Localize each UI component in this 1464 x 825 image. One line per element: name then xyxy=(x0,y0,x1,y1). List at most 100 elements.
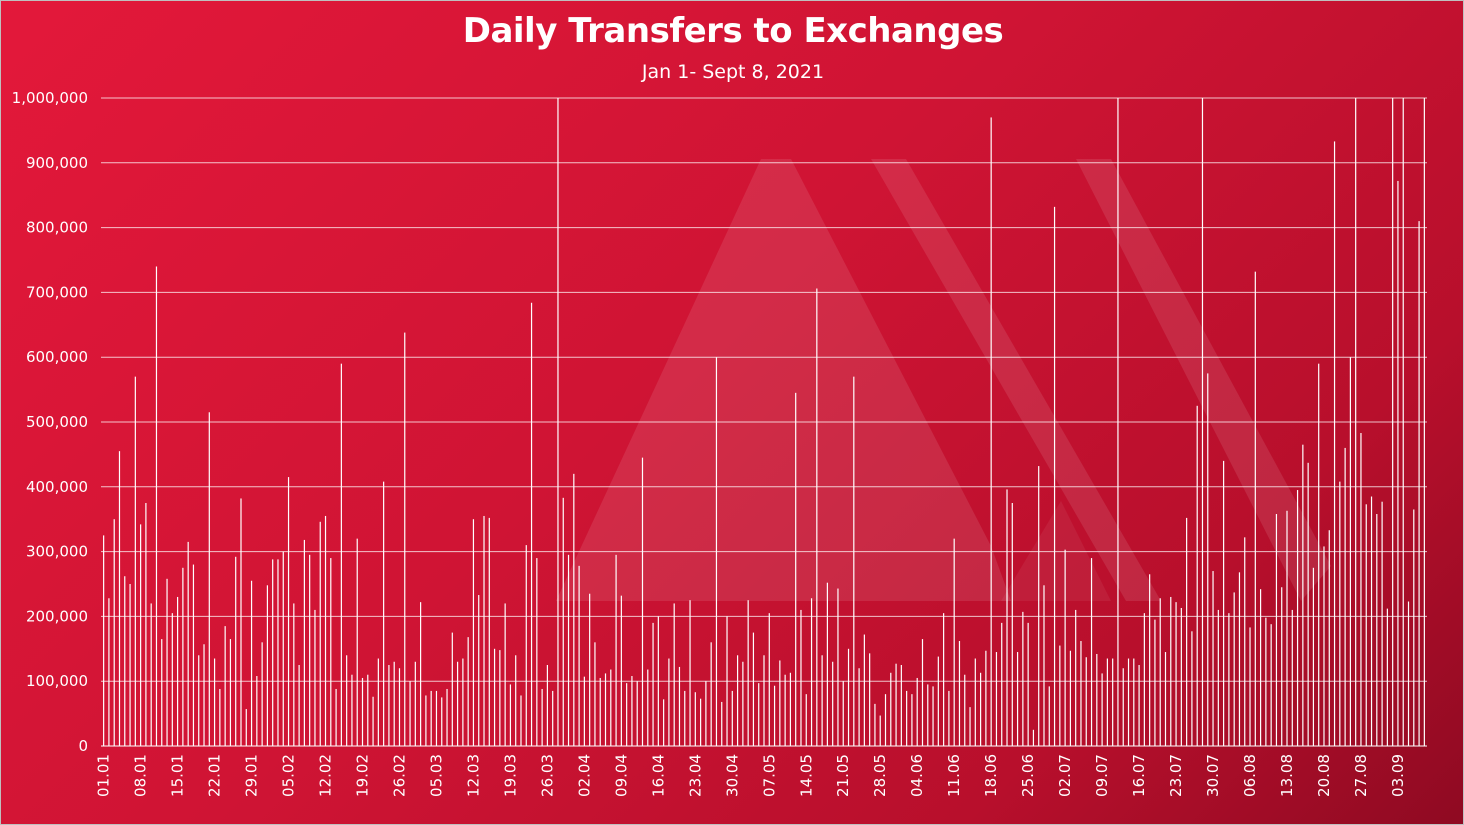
bar xyxy=(420,602,422,746)
bar xyxy=(1402,98,1404,746)
bar xyxy=(900,665,902,746)
bar xyxy=(161,639,163,746)
x-tick-label: 05.02 xyxy=(280,754,298,797)
bar xyxy=(631,676,633,746)
bar xyxy=(456,661,459,746)
bar xyxy=(969,707,971,746)
bar xyxy=(541,688,543,746)
bar xyxy=(773,685,776,746)
y-tick-label: 400,000 xyxy=(26,478,88,496)
bar xyxy=(1043,585,1045,746)
bar xyxy=(1413,509,1415,746)
bar xyxy=(256,676,258,746)
bar xyxy=(515,655,517,746)
bar xyxy=(118,451,121,746)
bar xyxy=(552,690,554,746)
bar xyxy=(1212,571,1214,746)
bar xyxy=(995,652,998,746)
bar xyxy=(826,582,828,746)
bar xyxy=(1022,611,1024,746)
bar xyxy=(250,580,253,746)
bar xyxy=(351,674,353,746)
bar xyxy=(1207,373,1209,746)
bar xyxy=(906,690,908,746)
bar xyxy=(1244,537,1246,746)
bar xyxy=(1048,686,1050,746)
bar xyxy=(140,524,142,746)
bar xyxy=(879,715,881,746)
chart-title: Daily Transfers to Exchanges xyxy=(462,11,1004,51)
bar xyxy=(583,676,585,746)
x-tick-label: 05.03 xyxy=(427,754,445,797)
bar xyxy=(346,655,348,746)
y-tick-label: 700,000 xyxy=(26,283,88,301)
x-tick-label: 02.07 xyxy=(1056,754,1074,797)
bar xyxy=(980,672,982,746)
bar xyxy=(1138,665,1140,746)
bar xyxy=(1360,433,1362,746)
bar xyxy=(525,545,527,746)
bar xyxy=(367,674,369,746)
bar xyxy=(1196,405,1198,746)
bar xyxy=(383,481,385,746)
x-tick-label: 06.08 xyxy=(1241,754,1259,797)
bar xyxy=(652,622,654,746)
bar xyxy=(530,302,533,746)
x-tick-label: 30.04 xyxy=(723,754,741,797)
bar xyxy=(1386,608,1388,746)
x-tick-label: 16.07 xyxy=(1130,754,1148,797)
bar xyxy=(478,595,480,746)
bar xyxy=(298,665,300,746)
bar xyxy=(626,683,628,746)
bar xyxy=(504,603,506,746)
bar xyxy=(974,658,976,746)
bar xyxy=(335,688,337,746)
bar xyxy=(1164,652,1167,746)
bar xyxy=(911,694,913,746)
bar xyxy=(235,556,237,746)
bar xyxy=(171,613,173,746)
bar xyxy=(330,558,332,746)
bar xyxy=(805,694,807,746)
bar xyxy=(324,515,327,746)
y-tick-label: 1,000,000 xyxy=(12,89,88,107)
bar xyxy=(1238,572,1241,746)
bar xyxy=(1127,658,1130,746)
bar xyxy=(182,567,184,746)
bar xyxy=(398,668,401,746)
bar xyxy=(1154,619,1156,746)
bar xyxy=(668,658,670,746)
bar xyxy=(816,288,818,746)
bar xyxy=(1101,673,1103,746)
bar xyxy=(763,655,765,746)
bar xyxy=(689,600,691,746)
bar xyxy=(113,519,115,746)
bar xyxy=(874,703,876,746)
bar xyxy=(1254,271,1256,746)
bar xyxy=(636,681,638,746)
bar xyxy=(943,613,945,746)
bar xyxy=(509,684,512,746)
y-tick-label: 200,000 xyxy=(26,607,88,625)
bar xyxy=(1307,462,1309,746)
x-tick-label: 03.09 xyxy=(1389,754,1407,797)
bar xyxy=(937,656,939,746)
bar xyxy=(1302,444,1304,746)
bar xyxy=(1365,504,1367,746)
bar xyxy=(921,639,924,746)
x-tick-label: 19.03 xyxy=(501,754,519,797)
bar xyxy=(1397,180,1399,746)
bar xyxy=(985,650,987,746)
bar xyxy=(219,688,221,746)
x-tick-label: 09.04 xyxy=(612,754,630,797)
bar xyxy=(1186,517,1188,746)
bar xyxy=(594,642,596,746)
bar xyxy=(647,669,649,746)
bar xyxy=(1201,98,1204,746)
bar xyxy=(404,332,406,746)
bar xyxy=(1259,589,1262,746)
bar xyxy=(895,663,897,746)
bar xyxy=(1418,221,1420,746)
bar xyxy=(700,698,702,746)
bar xyxy=(372,696,374,746)
